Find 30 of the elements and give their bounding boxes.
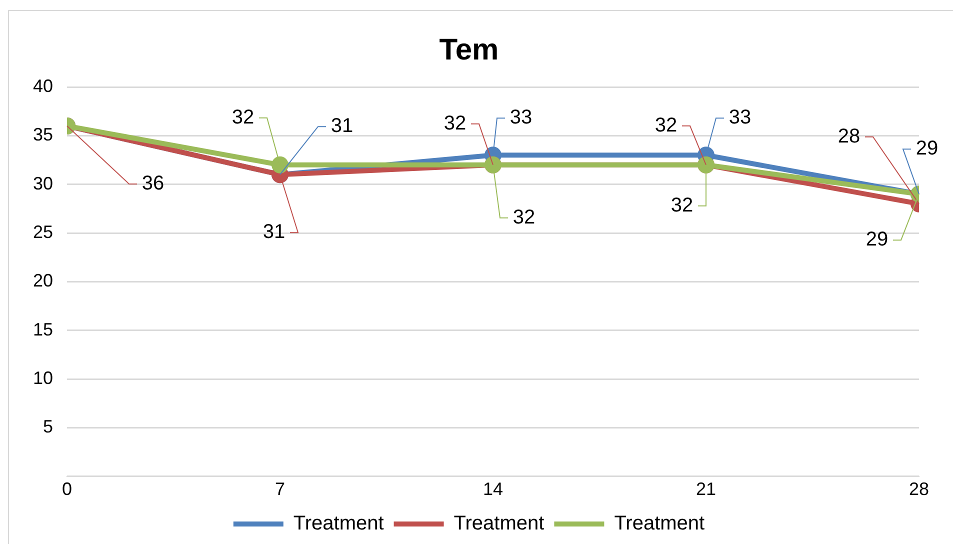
legend-label: Treatment xyxy=(454,512,545,535)
y-tick-label: 35 xyxy=(32,124,54,145)
x-tick-label: 28 xyxy=(908,479,930,500)
y-tick-label: 25 xyxy=(32,222,54,242)
y-tick-label: 40 xyxy=(32,76,54,96)
legend-label: Treatment xyxy=(293,512,384,535)
data-label: 31 xyxy=(262,221,286,244)
chart-title: Tem xyxy=(439,33,499,66)
data-label: 31 xyxy=(330,115,354,138)
data-label: 28 xyxy=(838,125,860,148)
data-label: 36 xyxy=(142,172,164,194)
y-tick-label: 5 xyxy=(43,416,54,437)
data-label: 33 xyxy=(510,106,532,129)
y-tick-label: 30 xyxy=(32,173,54,194)
x-tick-label: 21 xyxy=(696,479,716,500)
x-tick-label: 0 xyxy=(62,479,72,500)
x-tick-label: 14 xyxy=(482,479,504,500)
data-label: 32 xyxy=(654,114,678,136)
data-label: 32 xyxy=(232,106,254,128)
legend-label: Treatment xyxy=(614,512,706,535)
x-tick-label: 7 xyxy=(275,479,286,500)
data-label: 29 xyxy=(866,228,888,251)
data-label: 33 xyxy=(728,106,752,129)
data-label: 32 xyxy=(512,206,536,228)
y-tick-label: 20 xyxy=(32,270,54,291)
y-tick-label: 15 xyxy=(32,319,54,340)
y-tick-label: 10 xyxy=(32,368,54,388)
data-label: 29 xyxy=(916,138,938,160)
data-label: 32 xyxy=(670,194,694,216)
data-label: 32 xyxy=(444,112,466,134)
